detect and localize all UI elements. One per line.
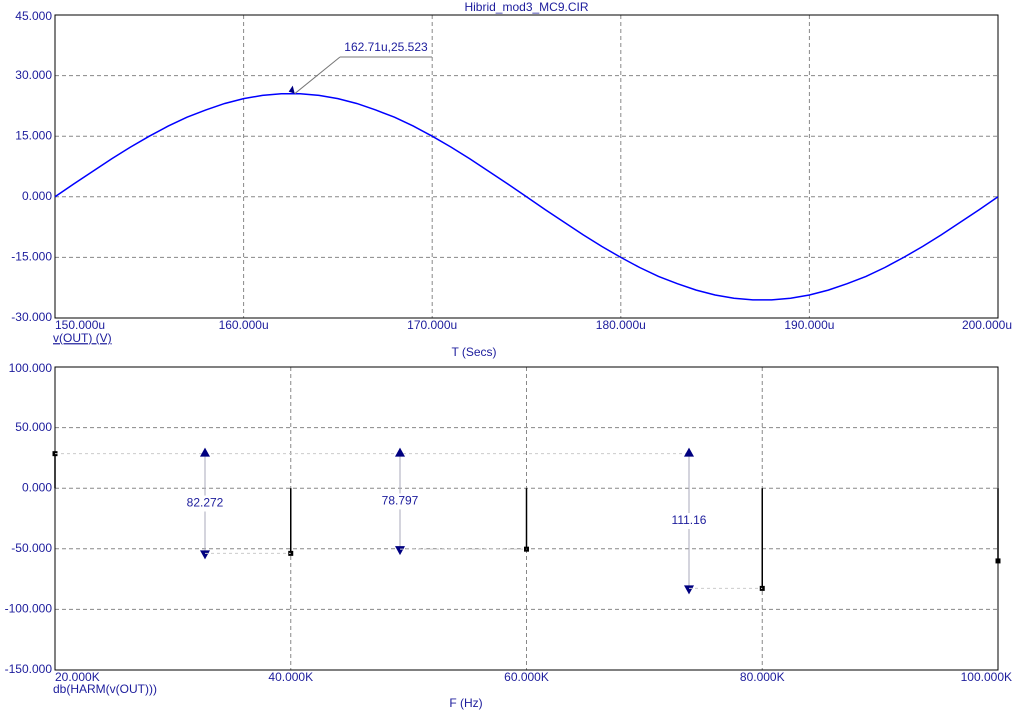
- x-tick-label: 200.000u: [962, 318, 1012, 332]
- y-tick-label: 15.000: [15, 128, 52, 142]
- x-axis-label: T (Secs): [451, 345, 496, 359]
- plot-frame: [54, 14, 999, 319]
- measure-arrow-top: [395, 447, 405, 457]
- measure-label-bg: [376, 493, 424, 510]
- x-tick-label: 60.000K: [504, 670, 549, 684]
- measure-label: 82.272: [187, 496, 224, 510]
- x-tick-label: 20.000K: [55, 670, 100, 684]
- measure-label-bg: [665, 513, 713, 530]
- legend-label: v(OUT) (V): [53, 331, 112, 345]
- x-tick-label: 190.000u: [784, 318, 834, 332]
- y-tick-label: -150.000: [5, 662, 53, 676]
- y-tick-label: 45.000: [15, 9, 52, 23]
- y-tick-label: -30.000: [11, 310, 52, 324]
- y-tick-label: 100.000: [9, 361, 53, 375]
- measure-arrow-bottom: [684, 585, 694, 595]
- chart-title: Hibrid_mod3_MC9.CIR: [464, 0, 588, 14]
- measure-arrow-bottom: [200, 550, 210, 560]
- measure-arrow-bottom: [395, 546, 405, 556]
- y-tick-label: -50.000: [11, 541, 52, 555]
- x-tick-label: 150.000u: [55, 318, 105, 332]
- measure-label: 111.16: [672, 513, 707, 527]
- x-tick-label: 80.000K: [740, 670, 785, 684]
- annotation-leader: [294, 56, 341, 95]
- y-tick-label: 50.000: [15, 420, 52, 434]
- x-axis-label: F (Hz): [449, 696, 482, 710]
- y-tick-label: 0.000: [22, 480, 52, 494]
- x-tick-label: 170.000u: [407, 318, 457, 332]
- measure-label-bg: [181, 495, 229, 512]
- measure-arrow-top: [684, 447, 694, 457]
- stem-point: [995, 558, 1001, 564]
- y-tick-label: 30.000: [15, 68, 52, 82]
- y-tick-label: 0.000: [22, 189, 52, 203]
- y-tick-label: -15.000: [11, 250, 52, 264]
- measure-arrow-top: [200, 447, 210, 457]
- y-tick-label: -100.000: [5, 602, 53, 616]
- series-line: [54, 93, 999, 301]
- x-tick-label: 160.000u: [219, 318, 269, 332]
- legend-label: db(HARM(v(OUT))): [53, 682, 157, 696]
- x-tick-label: 180.000u: [596, 318, 646, 332]
- x-tick-label: 40.000K: [268, 670, 313, 684]
- measure-label: 78.797: [382, 494, 419, 508]
- annotation-marker: [288, 85, 295, 94]
- x-tick-label: 100.000K: [961, 670, 1012, 684]
- annotation-label: 162.71u,25.523: [344, 40, 428, 54]
